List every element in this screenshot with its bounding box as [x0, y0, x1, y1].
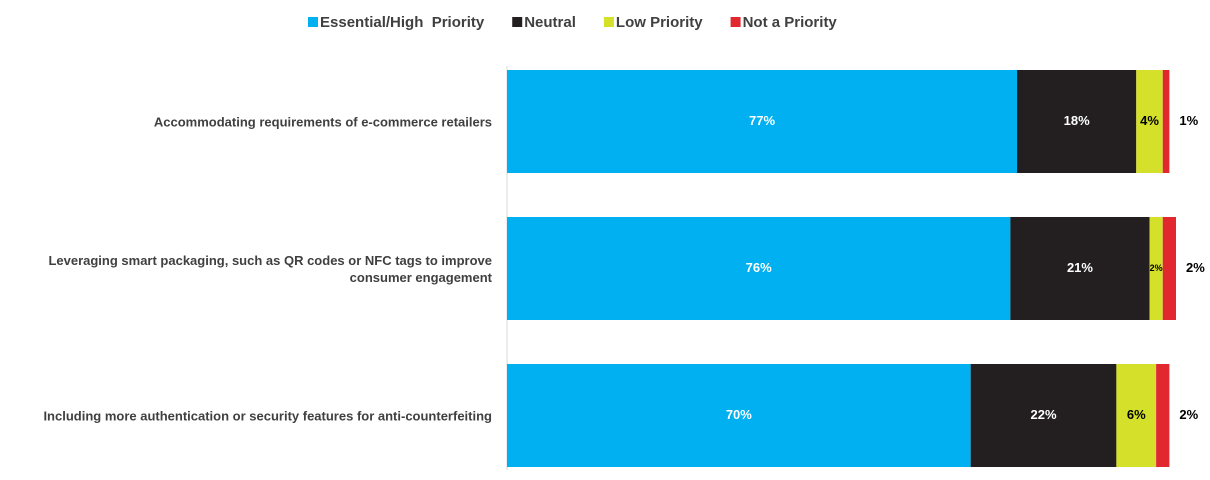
category-label: Accommodating requirements of e-commerce…	[153, 114, 492, 129]
bar-segment	[507, 70, 1018, 173]
data-label: 4%	[1140, 113, 1159, 128]
data-label: 1%	[1179, 113, 1198, 128]
bar-segment	[970, 364, 1117, 467]
legend-label: Low Priority	[616, 14, 703, 31]
data-label: 76%	[746, 260, 772, 275]
bar-segment	[1010, 217, 1150, 320]
legend-swatch	[512, 17, 523, 27]
data-label: 2%	[1179, 407, 1198, 422]
data-label: 21%	[1067, 260, 1093, 275]
legend-swatch	[730, 17, 741, 27]
legend-swatch	[308, 17, 318, 27]
legend-label: Neutral	[524, 14, 576, 31]
data-label: 6%	[1127, 407, 1146, 422]
bar-segment	[1116, 364, 1157, 467]
legend-label: Not a Priority	[743, 14, 838, 31]
data-label: 2%	[1186, 260, 1205, 275]
category-label: Leveraging smart packaging, such as QR c…	[48, 252, 492, 285]
data-label: 77%	[749, 113, 775, 128]
legend-swatch	[603, 17, 614, 27]
category-label: Including more authentication or securit…	[43, 408, 492, 423]
data-label: 22%	[1031, 407, 1057, 422]
bar-segment	[1162, 70, 1170, 173]
data-label: 70%	[726, 407, 752, 422]
bar-segment	[1017, 70, 1137, 173]
bar-segment	[1149, 217, 1163, 320]
bar-segment	[1156, 364, 1170, 467]
bar-segment	[1136, 70, 1163, 173]
bar-segment	[507, 364, 971, 467]
legend-label: Essential/High Priority	[320, 14, 485, 31]
data-label: 18%	[1064, 113, 1090, 128]
bar-segment	[507, 217, 1011, 320]
data-label: 2%	[1150, 263, 1163, 273]
bar-segment	[1162, 217, 1176, 320]
